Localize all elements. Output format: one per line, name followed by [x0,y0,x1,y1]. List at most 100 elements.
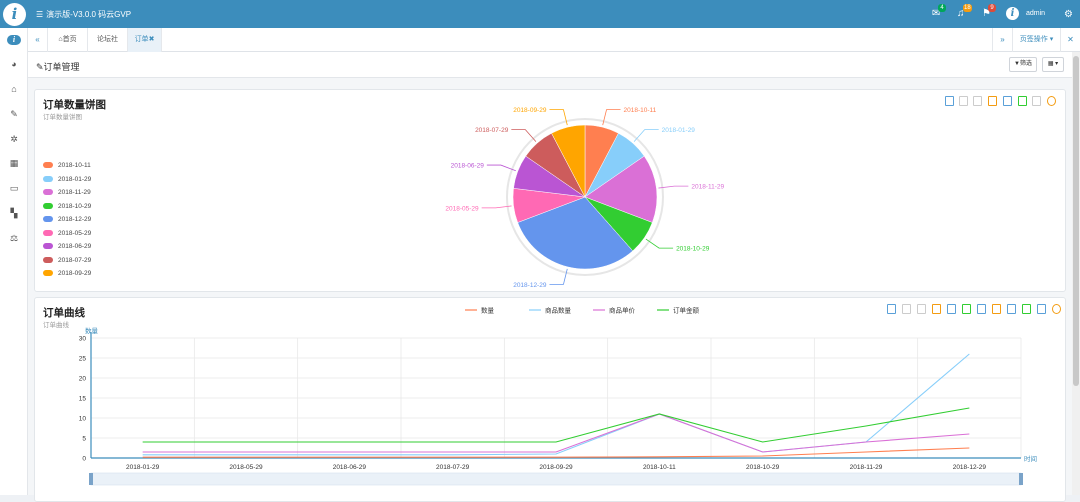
dashboard-icon[interactable]: ◕ [11,59,17,69]
columns-dropdown-button[interactable]: ▦ ▾ [1042,57,1064,72]
pie-legend-item[interactable]: 2018-07-29 [43,257,91,264]
tab-scroll-left-icon[interactable]: « [28,28,48,52]
line-legend-label[interactable]: 订单金额 [673,306,700,315]
pie-slice-label: 2018-05-29 [445,205,479,212]
save-image-icon[interactable] [1022,304,1031,314]
tab-bar: « ⌂首页 论坛社区 订单✖ » 页签操作 ▾ ✕ [28,28,1080,67]
pie-legend-item[interactable]: 2018-12-29 [43,216,91,223]
tab-scroll-right-icon[interactable]: » [992,28,1012,52]
stack-type-icon[interactable] [992,304,1001,314]
user-avatar[interactable]: i [1006,7,1019,20]
grid-icon[interactable]: ▦ [9,158,19,168]
tiled-type-icon[interactable] [1007,304,1016,314]
close-all-tabs-icon[interactable]: ✕ [1060,28,1080,52]
x-tick-label: 2018-10-29 [746,464,780,471]
pie-label-line [481,205,512,209]
menu-toggle-icon[interactable]: ☰ [36,10,44,19]
monitor-icon[interactable]: ▭ [9,183,19,193]
mark-clear-icon[interactable] [973,96,982,106]
x-tick-label: 2018-11-29 [850,464,883,471]
legend-swatch [43,162,53,169]
filter-button[interactable]: ▼筛选 [1009,57,1037,72]
x-tick-label: 2018-12-29 [953,464,987,471]
pie-label-line [645,238,674,249]
funnel-type-icon[interactable] [1032,96,1041,106]
pie-legend-item[interactable]: 2018-11-29 [43,189,91,196]
pie-legend-item[interactable]: 2018-10-11 [43,162,91,169]
main-content: ✎订单管理 ▼筛选 ▦ ▾ 订单数量饼图 订单数量饼图 2018-10-11 20… [28,52,1080,502]
balance-icon[interactable]: ⚖ [9,233,19,243]
data-view-icon[interactable] [988,96,997,106]
pie-legend-item[interactable]: 2018-10-29 [43,203,91,210]
zoom-handle-left[interactable] [89,473,93,485]
page-scrollbar[interactable] [1072,52,1080,495]
line-legend-label[interactable]: 商品单价 [609,306,636,315]
pie-legend-item[interactable]: 2018-05-29 [43,230,91,237]
series-line[interactable] [142,353,970,456]
data-zoom-icon[interactable] [932,304,941,314]
map-icon[interactable]: ▚ [10,208,18,218]
user-name[interactable]: admin [1026,10,1046,17]
bell-icon[interactable]: ♫ 18 [957,4,972,19]
mark-icon[interactable] [887,304,896,314]
restore-icon[interactable] [1047,96,1056,106]
pie-type-icon[interactable] [1018,96,1027,106]
pie-label-line [658,185,689,189]
legend-label: 2018-09-29 [58,270,92,277]
restore-icon[interactable] [1052,304,1061,314]
filter-icon: ▼ [1014,61,1020,67]
mark-icon[interactable] [945,96,954,106]
legend-swatch [43,189,53,196]
pie-label-line [633,129,659,142]
series-line[interactable] [142,447,970,458]
save-image-icon[interactable] [1003,96,1012,106]
mail-icon[interactable]: ✉ 4 [932,4,946,19]
logo-icon: i [3,3,26,26]
tab-home[interactable]: ⌂首页 [48,28,88,52]
x-tick-label: 2018-01-29 [126,464,160,471]
data-zoom-slider[interactable] [90,472,1022,486]
mail-badge: 4 [938,4,946,12]
pie-slice[interactable] [517,196,634,270]
x-tick-label: 2018-05-29 [229,464,263,471]
pie-legend-item[interactable]: 2018-01-29 [43,176,91,183]
series-line[interactable] [142,407,970,443]
pie-slice[interactable] [584,155,658,223]
gear-icon[interactable]: ✲ [10,134,18,144]
pie-slice-label: 2018-10-11 [624,107,657,114]
tab-ops-dropdown[interactable]: 页签操作 ▾ [1012,28,1060,52]
mark-undo-icon[interactable] [959,96,968,106]
tab-forum[interactable]: 论坛社区 [88,28,128,67]
line-legend-label[interactable]: 商品数量 [545,306,572,315]
tab-close-icon[interactable]: ✖ [148,36,155,43]
mark-clear-icon[interactable] [917,304,926,314]
bar-type-icon[interactable] [962,304,971,314]
pie-label-line [602,109,621,126]
legend-swatch [43,256,53,263]
x-tick-label: 2018-07-29 [436,464,470,471]
edit-title-icon: ✎ [36,62,44,72]
data-view-icon[interactable] [947,304,956,314]
mark-undo-icon[interactable] [902,304,911,314]
flag-icon[interactable]: ⚑ 9 [982,4,996,19]
legend-label: 2018-10-29 [58,202,92,210]
edit-icon[interactable]: ✎ [10,109,18,119]
sidebar-logo-icon[interactable]: i [7,35,21,45]
pie-legend-item[interactable]: 2018-06-29 [43,243,91,250]
home-icon[interactable]: ⌂ [11,84,17,94]
y-tick-label: 30 [79,336,87,343]
zoom-handle-right[interactable] [1019,473,1023,485]
series-line[interactable] [142,413,970,453]
refresh-icon[interactable] [1037,304,1046,314]
pie-legend-item[interactable]: 2018-09-29 [43,270,91,277]
line-legend-label[interactable]: 数量 [481,306,495,315]
pie-slice[interactable] [551,124,586,198]
pie-chart-title: 订单数量饼图 [43,99,106,111]
y-axis-label: 数量 [85,326,99,335]
line-type-icon[interactable] [977,304,986,314]
sidebar: i ◕ ⌂ ✎ ✲ ▦ ▭ ▚ ⚖ [0,28,28,495]
settings-icon[interactable]: ⚙ [1064,9,1073,20]
tab-orders[interactable]: 订单✖ [128,28,162,52]
pie-slice-label: 2018-09-29 [513,107,547,114]
scrollbar-thumb[interactable] [1073,56,1079,386]
